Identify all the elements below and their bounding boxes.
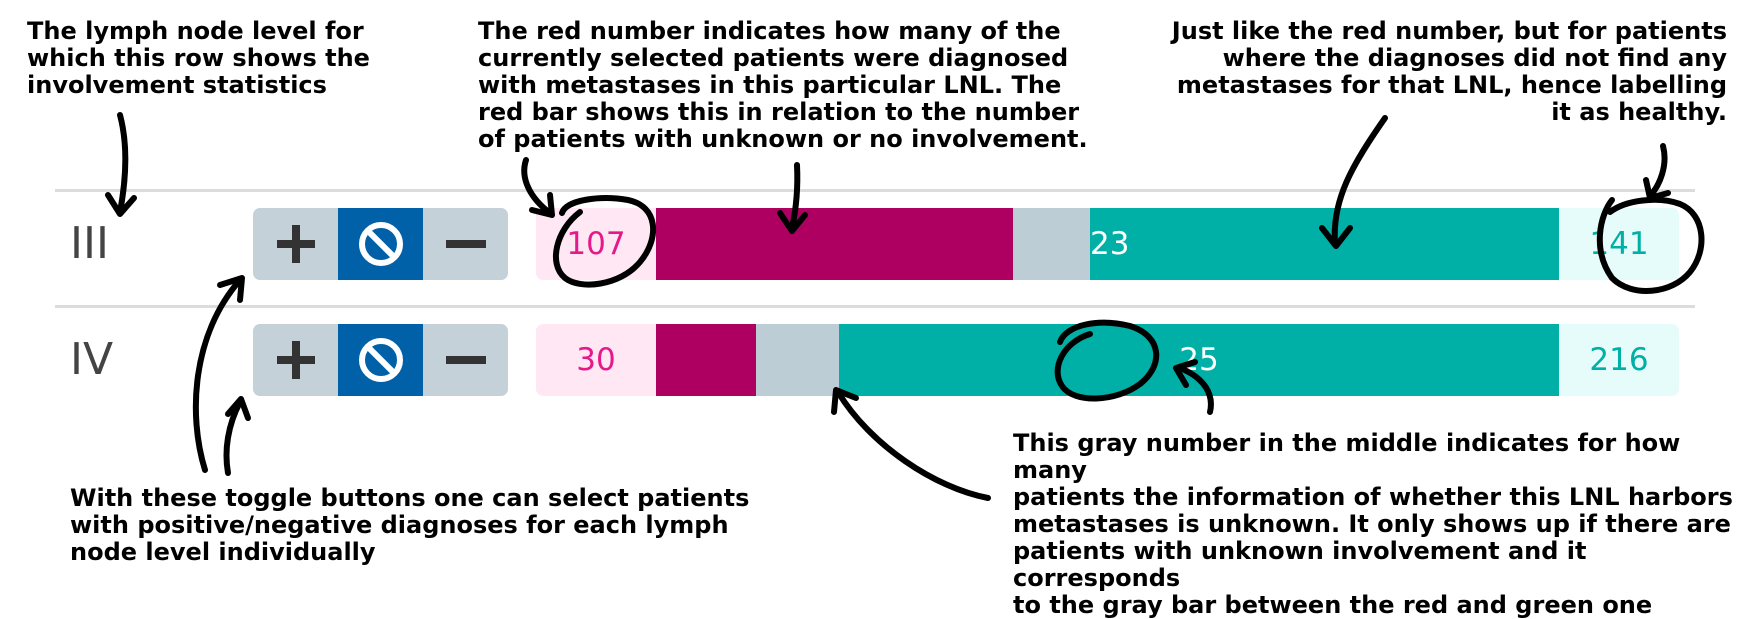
minus-icon xyxy=(445,356,486,364)
unknown-bar xyxy=(756,324,839,396)
annotation-gray-number: This gray number in the middle indicates… xyxy=(1013,429,1733,619)
annotation-red-number: The red number indicates how many of the… xyxy=(478,17,1088,153)
negative-toggle-button[interactable] xyxy=(423,324,508,396)
ban-icon xyxy=(358,222,403,266)
negative-bar: 25 xyxy=(839,324,1559,396)
arrow-to-gray-bar xyxy=(831,387,991,501)
negative-count: 216 xyxy=(1559,324,1679,396)
minus-icon xyxy=(445,240,486,248)
positive-bar xyxy=(656,208,1013,280)
involvement-bar-row: 30 25 216 xyxy=(536,324,1679,396)
arrow-to-lnl-label xyxy=(105,112,137,217)
plus-icon xyxy=(276,341,315,379)
positive-bar xyxy=(656,324,756,396)
positive-count: 30 xyxy=(536,324,656,396)
toggle-group xyxy=(253,324,508,396)
positive-toggle-button[interactable] xyxy=(253,324,338,396)
unknown-toggle-button[interactable] xyxy=(338,208,423,280)
involvement-bar-row: 107 23 141 xyxy=(536,208,1679,280)
unknown-count: 23 xyxy=(1090,226,1130,262)
toggle-group xyxy=(253,208,508,280)
plus-icon xyxy=(276,225,315,263)
unknown-bar xyxy=(1013,208,1090,280)
ban-icon xyxy=(358,338,403,382)
negative-bar: 23 xyxy=(1090,208,1559,280)
negative-count: 141 xyxy=(1559,208,1679,280)
row-divider-top xyxy=(55,189,1695,192)
positive-toggle-button[interactable] xyxy=(253,208,338,280)
lnl-label: IV xyxy=(70,334,114,385)
arrow-to-red-number xyxy=(521,157,555,218)
row-divider-middle xyxy=(55,305,1695,308)
unknown-count: 25 xyxy=(1179,342,1219,378)
annotation-toggle-buttons: With these toggle buttons one can select… xyxy=(70,484,750,566)
annotation-lnl-label: The lymph node level for which this row … xyxy=(27,17,370,99)
lnl-label: III xyxy=(70,218,109,269)
arrow-to-toggle-row-2 xyxy=(223,396,251,476)
positive-count: 107 xyxy=(536,208,656,280)
unknown-toggle-button[interactable] xyxy=(338,324,423,396)
annotation-green-number: Just like the red number, but for patien… xyxy=(1171,17,1727,126)
negative-toggle-button[interactable] xyxy=(423,208,508,280)
